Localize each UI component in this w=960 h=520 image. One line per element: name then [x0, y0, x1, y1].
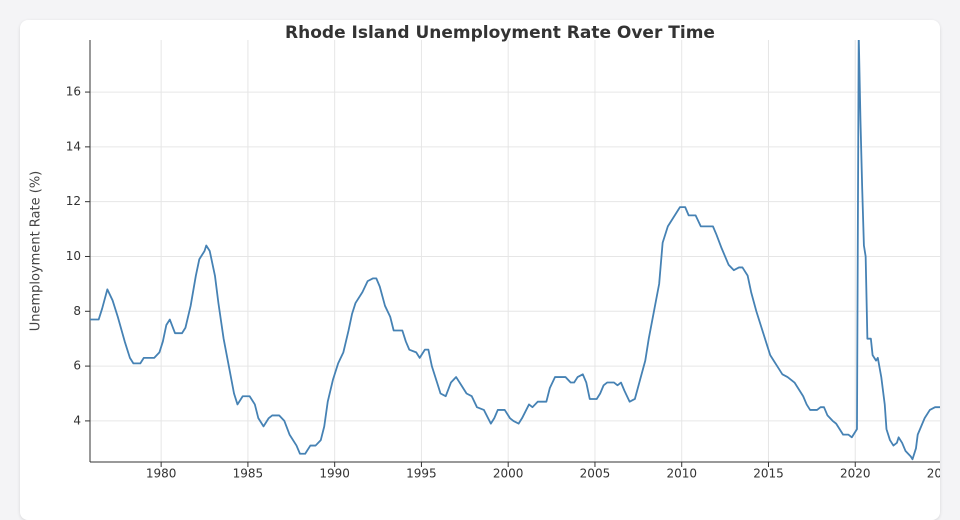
- y-tick-label: 16: [66, 85, 81, 99]
- y-tick-label: 6: [73, 359, 81, 373]
- x-tick-label: 2020: [840, 467, 871, 481]
- x-tick-label: 2010: [666, 467, 697, 481]
- chart: 4 6 8 10 12 14 16 1980 1985 1990 1995 2000 2005 2010 2…: [29, 23, 958, 481]
- x-tick-label: 2015: [753, 467, 784, 481]
- y-tick-label: 12: [66, 194, 81, 208]
- y-tick-label: 8: [73, 304, 81, 318]
- x-tick-label: 1985: [233, 467, 264, 481]
- y-tick-label: 14: [66, 139, 81, 153]
- plot-area: [90, 40, 940, 461]
- x-tick-label: 1980: [146, 467, 177, 481]
- card: [20, 20, 940, 520]
- y-tick-label: 10: [66, 249, 81, 263]
- x-tick-label: 2025: [927, 467, 958, 481]
- y-tick-label: 4: [73, 413, 81, 427]
- line: [90, 40, 940, 461]
- x-tick-label: 2000: [493, 467, 524, 481]
- page: {"chart_data": {"type": "line", "title":…: [20, 20, 958, 520]
- plot-root: 4 6 8 10 12 14 16 1980 1985 1990 1995 2000 2005 2010 2…: [66, 40, 958, 481]
- y-axis-label: Unemployment Rate (%): [29, 171, 44, 332]
- chart-title: Rhode Island Unemployment Rate Over Time: [285, 23, 715, 43]
- x-tick-label: 1990: [319, 467, 350, 481]
- x-tick-label: 2005: [580, 467, 611, 481]
- x-tick-label: 1995: [406, 467, 437, 481]
